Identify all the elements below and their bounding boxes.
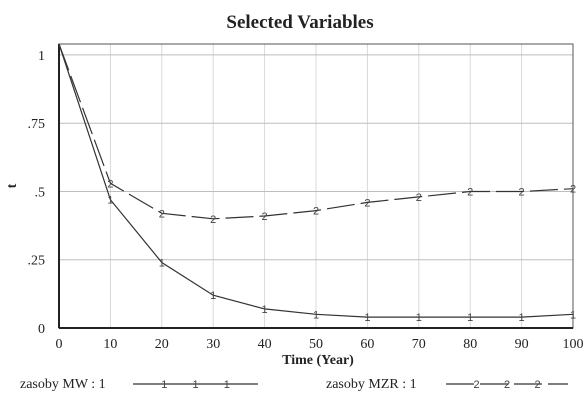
series-1-marker: 1 [313, 309, 319, 321]
series-2-marker: 2 [313, 206, 319, 218]
series-2-marker: 2 [467, 186, 473, 198]
legend-marker-1: 1 [224, 379, 230, 391]
series-1-marker: 1 [519, 312, 525, 324]
series-2-marker: 2 [159, 208, 165, 220]
series-2-marker: 2 [364, 197, 370, 209]
chart-title: Selected Variables [226, 12, 373, 33]
legend-marker-2: 2 [504, 379, 510, 391]
series-2-marker: 2 [519, 186, 525, 198]
x-tick-label: 60 [360, 337, 374, 352]
y-tick-label: 0 [38, 322, 45, 337]
y-tick-label: 1 [38, 49, 45, 64]
y-tick-label: .5 [35, 185, 46, 200]
series-line-2 [58, 43, 574, 220]
series-2-marker: 2 [416, 192, 422, 204]
legend: zasoby MW : 1 1 1 1 zasoby MZR : 1 2 2 2 [20, 377, 568, 392]
series-2-marker: 2 [262, 211, 268, 223]
x-tick-label: 10 [103, 337, 117, 352]
series-1-marker: 1 [210, 290, 216, 302]
x-tick-label: 40 [258, 337, 272, 352]
series-1-marker: 1 [416, 312, 422, 324]
x-tick-label: 20 [155, 337, 169, 352]
x-tick-label: 70 [412, 337, 426, 352]
series-1-marker: 1 [107, 195, 113, 207]
series-1-marker: 1 [467, 312, 473, 324]
series-2-marker: 2 [570, 184, 576, 196]
y-tick-label: .25 [28, 254, 46, 269]
x-tick-label: 0 [56, 337, 63, 352]
y-axis-label: t [5, 183, 20, 188]
x-tick-label: 100 [563, 337, 584, 352]
legend-marker-1: 1 [192, 379, 198, 391]
legend-marker-1: 1 [161, 379, 167, 391]
x-tick-label: 30 [206, 337, 220, 352]
series-1-marker: 1 [262, 304, 268, 316]
x-tick-label: 50 [309, 337, 323, 352]
series-1-marker: 1 [364, 312, 370, 324]
x-axis-label: Time (Year) [282, 353, 354, 368]
series-2-marker: 2 [210, 214, 216, 226]
x-tick-label: 80 [463, 337, 477, 352]
legend-marker-2: 2 [534, 379, 540, 391]
plot-area: 0 10 20 30 40 50 60 70 80 90 100 0 .25 .5 .75 1 1 1 1 1 1 1 1 1… [28, 43, 584, 352]
y-tick-label: .75 [28, 117, 46, 132]
series-2-marker: 2 [107, 178, 113, 190]
x-tick-label: 90 [515, 337, 529, 352]
legend-label-1: zasoby MW : 1 [20, 377, 106, 392]
legend-label-2: zasoby MZR : 1 [326, 377, 417, 392]
series-1-marker: 1 [570, 309, 576, 321]
series-line-1 [58, 43, 574, 318]
legend-marker-2: 2 [473, 379, 479, 391]
series-1-marker: 1 [159, 257, 165, 269]
